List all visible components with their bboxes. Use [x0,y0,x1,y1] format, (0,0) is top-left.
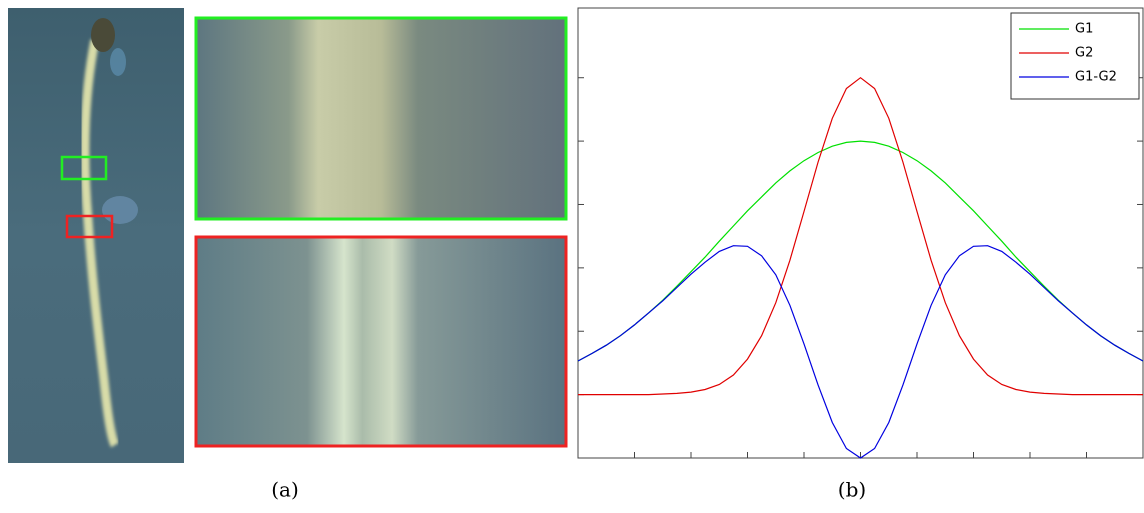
caption: (b) [838,478,866,502]
seedling-photo [8,8,184,463]
series-line [577,245,1144,459]
legend-label: G1-G2 [1075,70,1117,85]
zoom-green [194,16,568,221]
series-line [577,140,1144,362]
caption: (a) [271,478,299,502]
legend-label: G2 [1075,46,1093,61]
zoom-red [194,235,568,448]
series-line [578,76,1143,396]
legend-box [1010,12,1140,100]
legend-label: G1 [1075,22,1093,37]
